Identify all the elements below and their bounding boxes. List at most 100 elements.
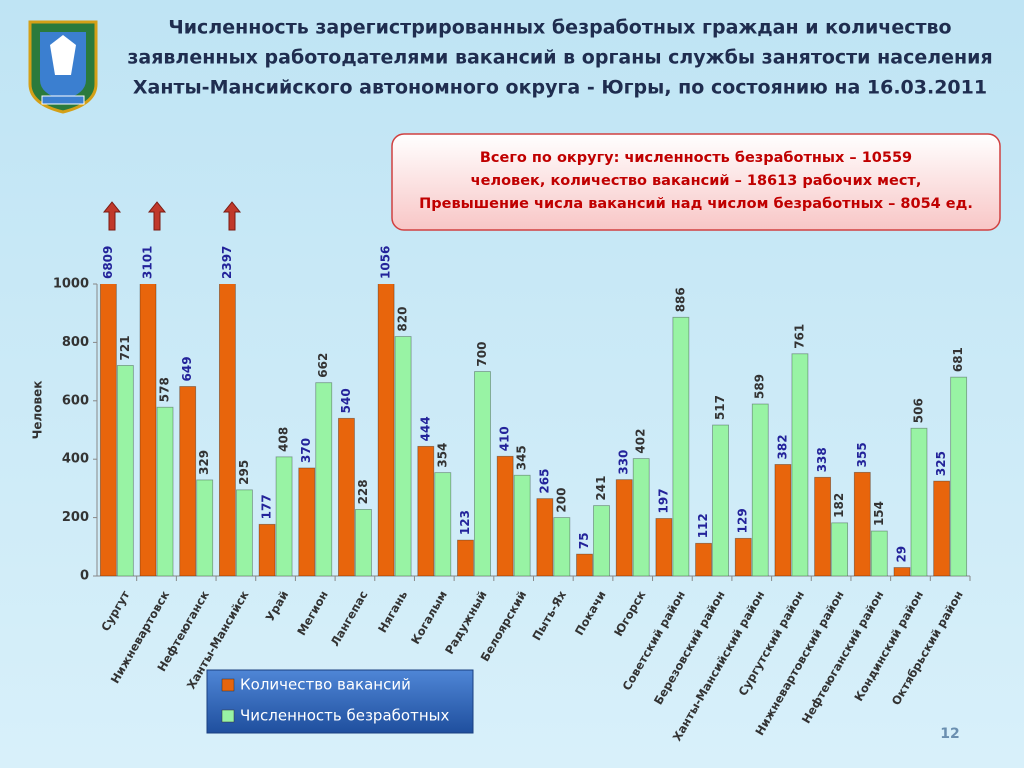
value-label: 662 xyxy=(316,353,330,378)
value-label: 295 xyxy=(237,460,251,485)
value-label: 200 xyxy=(554,488,568,513)
bar xyxy=(695,542,712,576)
bar xyxy=(814,476,832,576)
info-line: Всего по округу: численность безработных… xyxy=(480,150,912,166)
legend-label: Количество вакансий xyxy=(240,676,411,694)
value-label: 6809 xyxy=(101,246,115,279)
info-line: Превышение числа вакансий над числом без… xyxy=(419,196,973,212)
bar xyxy=(434,472,452,576)
legend xyxy=(206,669,474,734)
bar xyxy=(933,480,951,576)
bar xyxy=(338,417,355,576)
bar xyxy=(593,505,610,576)
y-tick-label: 200 xyxy=(62,510,89,525)
value-label: 506 xyxy=(911,398,925,423)
value-label: 345 xyxy=(515,445,529,470)
value-label: 382 xyxy=(775,434,789,459)
value-label: 517 xyxy=(713,395,727,420)
arrow xyxy=(222,201,242,231)
value-label: 325 xyxy=(934,451,948,476)
value-label: 228 xyxy=(356,479,370,504)
bar xyxy=(553,517,571,576)
bar xyxy=(474,371,491,576)
value-label: 2397 xyxy=(220,246,234,279)
bar xyxy=(377,284,395,576)
value-label: 29 xyxy=(894,546,908,563)
bar xyxy=(355,509,372,576)
value-label: 75 xyxy=(577,532,591,549)
bar xyxy=(457,539,474,576)
value-label: 408 xyxy=(277,427,291,452)
bar xyxy=(496,455,514,576)
bar xyxy=(139,284,157,576)
bar xyxy=(950,376,968,576)
bar xyxy=(734,537,752,576)
legend-label: Численность безработных xyxy=(240,707,449,725)
value-label: 761 xyxy=(792,324,806,349)
value-label: 681 xyxy=(951,347,965,372)
value-label: 649 xyxy=(180,356,194,381)
value-label: 329 xyxy=(197,450,211,475)
bar xyxy=(870,530,888,576)
title-line: Ханты-Мансийского автономного округа - Ю… xyxy=(133,77,987,99)
page-number: 12 xyxy=(940,726,959,742)
bar xyxy=(536,498,554,576)
value-label: 700 xyxy=(475,342,489,367)
emblem xyxy=(28,20,98,114)
info-box xyxy=(391,133,1001,231)
bar xyxy=(791,353,809,576)
bar xyxy=(751,403,769,576)
bar xyxy=(275,456,293,576)
value-label: 112 xyxy=(696,513,710,538)
title: Численность зарегистрированных безработн… xyxy=(127,17,992,99)
bar xyxy=(235,489,253,576)
y-axis-label: Человек xyxy=(31,381,45,440)
bar xyxy=(910,427,928,576)
value-label: 540 xyxy=(339,388,353,413)
value-label: 197 xyxy=(656,488,670,513)
value-label: 3101 xyxy=(141,246,155,279)
bar xyxy=(156,406,174,576)
bar xyxy=(116,365,134,576)
bar xyxy=(576,553,593,576)
legend-swatch xyxy=(221,709,235,723)
bar xyxy=(179,386,197,576)
bar xyxy=(712,424,729,576)
y-tick-label: 800 xyxy=(62,335,89,350)
y-tick-label: 400 xyxy=(62,452,89,467)
bar xyxy=(99,284,117,576)
bar xyxy=(672,316,690,576)
y-tick-label: 0 xyxy=(80,569,89,584)
value-label: 182 xyxy=(832,493,846,518)
bar xyxy=(853,471,871,576)
arrows xyxy=(102,201,242,231)
value-label: 338 xyxy=(815,447,829,472)
title-line: Численность зарегистрированных безработн… xyxy=(168,17,951,39)
bar xyxy=(196,479,214,576)
value-label: 154 xyxy=(872,501,886,526)
value-label: 886 xyxy=(673,287,687,312)
value-label: 1056 xyxy=(379,246,393,279)
bars xyxy=(99,284,968,576)
value-label: 578 xyxy=(158,377,172,402)
bar xyxy=(258,523,276,576)
bar xyxy=(298,467,316,576)
value-label: 123 xyxy=(458,510,472,535)
value-label: 589 xyxy=(753,374,767,399)
title-line: заявленных работодателями вакансий в орг… xyxy=(127,47,992,69)
bar xyxy=(893,567,911,576)
bar xyxy=(632,458,650,576)
bar xyxy=(315,382,333,576)
value-label: 354 xyxy=(435,443,449,468)
legend-swatch xyxy=(221,678,235,692)
bar xyxy=(831,522,849,576)
value-label: 410 xyxy=(498,426,512,451)
bar xyxy=(218,284,236,576)
y-tick-label: 600 xyxy=(62,393,89,408)
arrow xyxy=(147,201,167,231)
value-label: 265 xyxy=(537,469,551,494)
bar xyxy=(394,336,412,576)
